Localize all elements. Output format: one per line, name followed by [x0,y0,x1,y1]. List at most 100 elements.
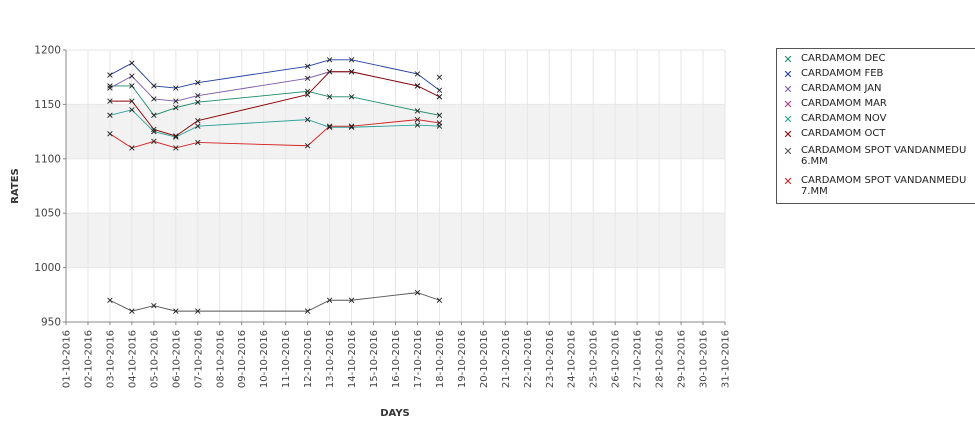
legend-item: ✕ CARDAMOM SPOT VANDANMEDU 6.MM [777,145,966,167]
data-point [195,139,201,146]
legend-label: CARDAMOM NOV [801,113,887,124]
data-point [436,94,443,100]
series-5 [107,69,443,139]
x-tick-label: 11-10-2016 [281,330,292,388]
series-line [109,59,440,91]
data-point [129,98,135,104]
x-tick-label: 09-10-2016 [237,330,248,388]
data-point [414,71,421,77]
legend-marker-icon: ✕ [783,175,793,188]
x-tick-label: 14-10-2016 [347,330,358,388]
data-point [304,91,311,98]
legend-item: ✕ CARDAMOM MAR [777,98,886,110]
x-tick-label: 05-10-2016 [149,330,160,388]
legend-label: CARDAMOM FEB [801,68,884,79]
data-point [348,57,355,63]
legend-label: CARDAMOM OCT [801,128,886,139]
data-point [414,122,421,128]
x-tick-label: 03-10-2016 [105,330,116,388]
data-point [195,99,201,105]
data-point [173,85,179,91]
series-layer [107,57,443,314]
data-point [304,75,311,82]
data-point [436,74,443,80]
data-point [107,131,113,137]
legend: ✕ CARDAMOM DEC ✕ CARDAMOM FEB ✕ CARDAMOM JAN ✕… [776,48,975,204]
legend-marker-icon: ✕ [783,83,793,96]
x-tick-label: 07-10-2016 [193,330,204,388]
x-tick-label: 10-10-2016 [259,330,270,388]
data-point [326,124,333,130]
data-point [151,126,157,133]
y-tick-label: 1000 [34,262,61,274]
x-tick-label: 06-10-2016 [171,330,182,388]
axes: 950 1000 1050 1100 1150 1200 01-10-2016 02-10-2… [34,45,731,389]
data-point [414,108,421,114]
x-tick-label: 17-10-2016 [413,330,424,388]
series-line [109,292,440,312]
x-tick-label: 29-10-2016 [677,330,688,388]
x-tick-label: 27-10-2016 [633,330,644,388]
data-point [151,83,157,89]
series-line [109,119,440,149]
data-point [304,116,311,123]
data-point [129,60,135,66]
data-point [436,87,443,93]
data-point [173,104,179,111]
data-point [129,308,135,314]
series-1 [107,57,443,93]
data-point [107,112,113,118]
data-point [129,145,135,151]
legend-marker-icon: ✕ [783,128,793,141]
x-tick-label: 15-10-2016 [369,330,380,388]
data-point [436,112,443,118]
data-point [414,83,421,89]
legend-marker-icon: ✕ [783,145,793,158]
x-tick-label: 26-10-2016 [611,330,622,388]
data-point [326,123,333,129]
data-point [195,79,201,86]
data-point [348,297,355,303]
data-point [414,289,421,296]
x-tick-label: 18-10-2016 [435,330,446,388]
data-point [326,297,333,303]
legend-marker-icon: ✕ [783,113,793,126]
data-point [107,72,113,78]
data-point [326,94,333,100]
legend-item: ✕ CARDAMOM NOV [777,113,886,125]
legend-item: ✕ CARDAMOM FEB [777,68,883,80]
x-tick-label: 20-10-2016 [479,330,490,388]
y-tick-label: 1100 [34,153,61,165]
x-tick-label: 23-10-2016 [545,330,556,388]
x-tick-label: 25-10-2016 [589,330,600,388]
x-tick-label: 04-10-2016 [127,330,138,388]
legend-marker-icon: ✕ [783,68,793,81]
data-point [173,145,179,151]
data-point [129,83,135,89]
legend-label: CARDAMOM JAN [801,83,882,94]
data-point [151,302,157,309]
series-line [109,85,440,116]
data-point [348,69,355,75]
series-line [109,109,440,138]
legend-marker-icon: ✕ [783,53,793,66]
x-tick-label: 30-10-2016 [699,330,710,388]
x-tick-label: 13-10-2016 [325,330,336,388]
data-point [436,297,443,303]
y-tick-label: 1050 [34,208,61,220]
data-point [326,57,333,63]
series-7 [107,116,443,151]
series-3 [436,74,443,80]
y-axis-label: RATES [10,168,21,204]
series-4 [107,107,443,140]
data-point [195,92,201,99]
legend-label: CARDAMOM SPOT VANDANMEDU 7.MM [801,175,967,197]
x-tick-label: 08-10-2016 [215,330,226,388]
data-point [326,69,333,75]
data-point [129,107,135,113]
x-tick-label: 28-10-2016 [655,330,666,388]
data-point [195,123,201,129]
data-point [151,96,157,102]
legend-label: CARDAMOM SPOT VANDANMEDU 6.MM [801,145,967,167]
